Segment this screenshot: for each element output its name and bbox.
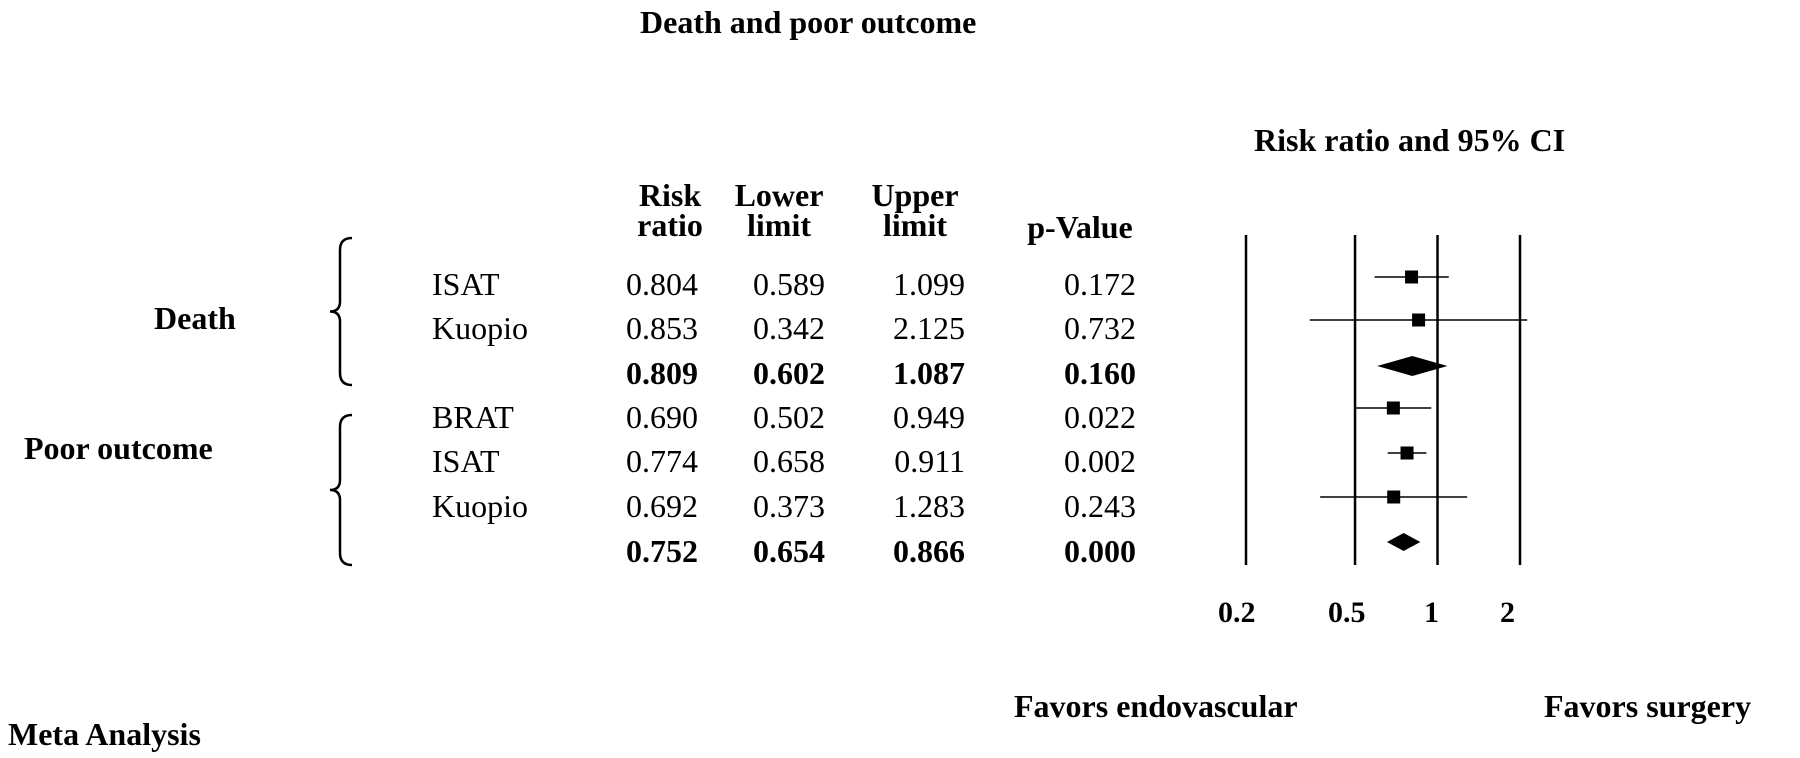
table-cell-lower: 0.658 <box>753 443 825 479</box>
table-row-study: BRAT <box>432 399 514 435</box>
table-cell-rr: 0.809 <box>626 355 698 391</box>
table-cell-upper: 0.866 <box>893 533 965 569</box>
favors-surgery-label: Favors surgery <box>1544 688 1752 724</box>
footer-meta-analysis: Meta Analysis <box>8 716 201 752</box>
table-cell-upper: 0.949 <box>893 399 965 435</box>
table-cell-upper: 2.125 <box>893 310 965 346</box>
table-cell-p: 0.160 <box>1064 355 1136 391</box>
table-cell-upper: 1.099 <box>893 266 965 302</box>
table-cell-rr: 0.692 <box>626 488 698 524</box>
table-row-study: Kuopio <box>432 310 528 346</box>
table-row-study: Kuopio <box>432 488 528 524</box>
table-cell-p: 0.022 <box>1064 399 1136 435</box>
table-cell-lower: 0.373 <box>753 488 825 524</box>
table-cell-lower: 0.602 <box>753 355 825 391</box>
table-cell-lower: 0.502 <box>753 399 825 435</box>
header-risk-ratio: Risk ratio <box>637 177 703 243</box>
pooled-estimate-diamond <box>1386 533 1421 551</box>
group-label-death: Death <box>154 300 236 336</box>
table-cell-p: 0.732 <box>1064 310 1136 346</box>
chart-title: Death and poor outcome <box>640 4 977 40</box>
table-cell-p: 0.000 <box>1064 533 1136 569</box>
table-cell-lower: 0.342 <box>753 310 825 346</box>
point-estimate-square <box>1386 401 1400 415</box>
x-tick-label-0.2: 0.2 <box>1218 596 1256 629</box>
point-estimate-square <box>1400 446 1414 460</box>
header-p-value: p-Value <box>1027 209 1133 245</box>
point-estimate-square <box>1405 270 1419 284</box>
group-label-poor-outcome: Poor outcome <box>24 430 213 466</box>
x-tick-label-2: 2 <box>1500 596 1515 629</box>
table-cell-upper: 1.087 <box>893 355 965 391</box>
table-cell-lower: 0.589 <box>753 266 825 302</box>
table-cell-rr: 0.752 <box>626 533 698 569</box>
table-cell-upper: 0.911 <box>894 443 965 479</box>
header-lower-limit: Lower limit <box>734 177 824 243</box>
x-tick-label-1: 1 <box>1424 596 1439 629</box>
plot-title: Risk ratio and 95% CI <box>1254 122 1566 158</box>
table-row-study: ISAT <box>432 266 500 302</box>
header-upper-limit: Upper limit <box>871 177 959 243</box>
table-cell-p: 0.172 <box>1064 266 1136 302</box>
point-estimate-square <box>1387 490 1401 504</box>
table-cell-p: 0.243 <box>1064 488 1136 524</box>
table-cell-rr: 0.853 <box>626 310 698 346</box>
table-cell-rr: 0.690 <box>626 399 698 435</box>
favors-endovascular-label: Favors endovascular <box>1014 688 1298 724</box>
death-group-bracket <box>329 236 353 387</box>
x-tick-label-0.5: 0.5 <box>1328 596 1366 629</box>
table-cell-rr: 0.774 <box>626 443 698 479</box>
point-estimate-square <box>1412 313 1426 327</box>
table-cell-p: 0.002 <box>1064 443 1136 479</box>
table-cell-upper: 1.283 <box>893 488 965 524</box>
table-cell-lower: 0.654 <box>753 533 825 569</box>
poor-outcome-group-bracket <box>329 413 353 567</box>
table-cell-rr: 0.804 <box>626 266 698 302</box>
table-row-study: ISAT <box>432 443 500 479</box>
pooled-estimate-diamond <box>1377 356 1448 376</box>
